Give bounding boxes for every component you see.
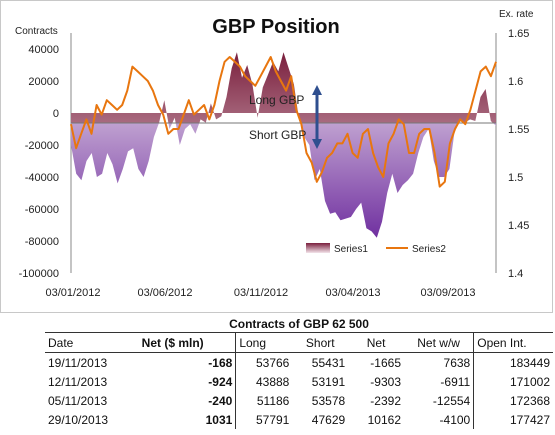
chart-title: GBP Position xyxy=(212,16,339,38)
cell-short: 47629 xyxy=(311,412,346,427)
right-tick-label: 1.4 xyxy=(508,268,523,280)
right-tick-label: 1.5 xyxy=(508,172,523,184)
cell-net: -2392 xyxy=(370,393,401,408)
cell-net-mln: -240 xyxy=(138,391,237,410)
col-open-int: Open Int. xyxy=(473,332,553,353)
cell-short: 53578 xyxy=(311,393,346,408)
left-tick-label: -40000 xyxy=(25,172,59,184)
cell-net-ww: -12554 xyxy=(404,391,475,410)
left-tick-label: -80000 xyxy=(25,236,59,248)
col-long: Long xyxy=(235,332,293,353)
cell-net-ww: -6911 xyxy=(404,372,475,391)
cell-long: 53766 xyxy=(255,355,290,370)
left-axis-label: Contracts xyxy=(15,26,58,37)
short-gbp-label: Short GBP xyxy=(249,128,306,142)
cell-open-int: 183449 xyxy=(509,355,550,370)
cell-net-mln: -168 xyxy=(138,352,237,372)
chart-panel: GBP Position Contracts Ex. rate 40000 200… xyxy=(0,0,553,313)
cell-net-mln: -924 xyxy=(138,372,237,391)
cell-net: -9303 xyxy=(370,374,401,389)
gbp-position-chart: GBP Position Contracts Ex. rate 40000 200… xyxy=(15,9,534,299)
long-short-arrow xyxy=(312,85,322,149)
table-row: 19/11/2013 -168 53766 55431 -1665 7638 183449 xyxy=(45,352,553,372)
cell-net-mln: 1031 xyxy=(138,410,237,429)
left-tick-label: 40000 xyxy=(28,44,59,56)
legend: Series1 Series2 xyxy=(306,243,446,255)
cell-net: -1665 xyxy=(370,355,401,370)
col-net-mln: Net ($ mln) xyxy=(138,332,237,353)
right-tick-label: 1.55 xyxy=(508,124,529,136)
legend-series1-swatch xyxy=(306,243,330,253)
right-axis-ticks: 1.65 1.6 1.55 1.5 1.45 1.4 xyxy=(508,28,529,280)
col-net: Net xyxy=(348,332,404,353)
cell-short: 53191 xyxy=(311,374,346,389)
x-tick-label: 03/01/2012 xyxy=(45,287,100,299)
legend-series1-label: Series1 xyxy=(334,244,368,255)
long-gbp-label: Long GBP xyxy=(249,93,304,107)
cell-date: 29/10/2013 xyxy=(48,412,109,427)
cell-net: 10162 xyxy=(367,412,401,427)
cell-long: 57791 xyxy=(255,412,290,427)
table-header-row: Date Net ($ mln) Long Short Net Net w/w … xyxy=(45,332,553,353)
right-tick-label: 1.45 xyxy=(508,220,529,232)
cell-long: 43888 xyxy=(255,374,290,389)
x-tick-label: 03/09/2013 xyxy=(420,287,475,299)
right-tick-label: 1.6 xyxy=(508,76,523,88)
table-row: 12/11/2013 -924 43888 53191 -9303 -6911 171002 xyxy=(45,372,553,391)
cell-open-int: 172368 xyxy=(509,393,550,408)
cell-net-ww: -4100 xyxy=(404,410,475,429)
legend-series2-label: Series2 xyxy=(412,244,446,255)
cell-short: 55431 xyxy=(311,355,346,370)
cell-net-ww: 7638 xyxy=(404,352,475,372)
x-axis-ticks: 03/01/2012 03/06/2012 03/11/2012 03/04/2013… xyxy=(45,287,475,299)
left-tick-label: 0 xyxy=(53,108,59,120)
table-row: 29/10/2013 1031 57791 47629 10162 -4100 177427 xyxy=(45,410,553,429)
x-tick-label: 03/06/2012 xyxy=(137,287,192,299)
left-axis-ticks: 40000 20000 0 -20000 -40000 -60000 -80000 -1000… xyxy=(19,44,59,280)
right-axis-label: Ex. rate xyxy=(499,9,534,20)
right-tick-label: 1.65 xyxy=(508,28,529,40)
cell-date: 05/11/2013 xyxy=(48,393,108,408)
x-tick-label: 03/04/2013 xyxy=(325,287,380,299)
x-tick-label: 03/11/2012 xyxy=(234,287,288,299)
cell-date: 19/11/2013 xyxy=(48,355,108,370)
cell-open-int: 177427 xyxy=(509,412,550,427)
col-short: Short xyxy=(292,332,349,353)
cell-long: 51186 xyxy=(256,393,290,408)
positions-table: Date Net ($ mln) Long Short Net Net w/w … xyxy=(45,332,553,429)
table-title: Contracts of GBP 62 500 xyxy=(229,317,369,331)
left-tick-label: -60000 xyxy=(25,204,59,216)
series1-area-negative xyxy=(71,123,496,238)
left-tick-label: -20000 xyxy=(25,140,59,152)
left-tick-label: -100000 xyxy=(19,268,59,280)
col-date: Date xyxy=(45,332,139,353)
series2-line xyxy=(70,56,497,188)
positions-table-panel: Contracts of GBP 62 500 Date Net ($ mln)… xyxy=(45,316,553,429)
left-tick-label: 20000 xyxy=(28,76,59,88)
cell-date: 12/11/2013 xyxy=(48,374,108,389)
col-net-ww: Net w/w xyxy=(404,332,475,353)
table-row: 05/11/2013 -240 51186 53578 -2392 -12554 17236… xyxy=(45,391,553,410)
cell-open-int: 171002 xyxy=(509,374,550,389)
